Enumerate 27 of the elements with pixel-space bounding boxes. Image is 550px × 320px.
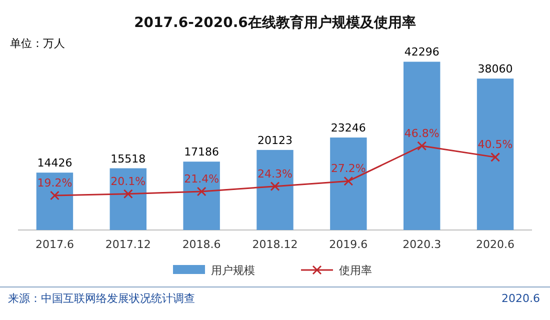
data-label: 38060: [478, 62, 513, 76]
x-tick-label: 2019.6: [329, 238, 368, 251]
x-tick-label: 2017.6: [35, 238, 74, 251]
data-label: 42296: [404, 46, 440, 59]
x-tick-label: 2020.6: [476, 238, 515, 251]
data-label: 14426: [37, 156, 72, 170]
data-label: 40.5%: [478, 138, 513, 152]
data-label: 19.2%: [37, 176, 72, 190]
data-label: 17186: [184, 146, 220, 159]
text: 2020.6: [502, 292, 540, 305]
chart-title: 2017.6-2020.6在线教育用户规模及使用率: [134, 14, 416, 31]
x-tick-label: 2017.12: [105, 238, 151, 251]
x-tick-label: 2018.6: [182, 238, 221, 251]
data-label: 15518: [110, 152, 146, 166]
legend-label: 使用率: [339, 264, 372, 277]
x-tick-label: 2018.12: [252, 238, 298, 251]
legend-label: 用户规模: [211, 264, 255, 277]
data-label: 46.8%: [404, 126, 440, 140]
data-label: 27.2%: [330, 162, 366, 176]
x-tick-label: 2020.3: [402, 238, 442, 251]
data-label: 20.1%: [110, 174, 146, 188]
data-label: 20123: [258, 134, 292, 147]
text: 单位：万人: [10, 37, 65, 50]
data-label: 23246: [330, 122, 366, 135]
data-label: 21.4%: [184, 172, 220, 186]
data-label: 24.3%: [258, 167, 292, 180]
source-note: 来源：中国互联网络发展状况统计调查: [8, 292, 195, 305]
